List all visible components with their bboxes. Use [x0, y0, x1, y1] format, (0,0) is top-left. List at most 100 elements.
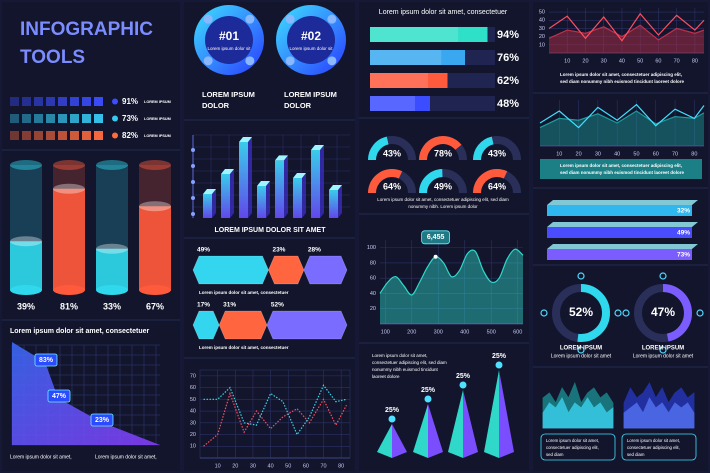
- panel: [184, 2, 355, 471]
- note-text: sed diam: [627, 452, 645, 457]
- legend-square: [70, 114, 79, 123]
- legend-square: [70, 97, 79, 106]
- callout-label: 47%: [52, 393, 67, 400]
- x-tick-label: 600: [513, 329, 522, 335]
- legend-dot: [112, 132, 118, 139]
- callout: [47, 389, 71, 403]
- donut-arc: [577, 284, 610, 342]
- pyramid-left: [413, 404, 428, 458]
- y-tick-label: 60: [370, 276, 376, 282]
- line: [539, 103, 705, 129]
- hex-label: 31%: [223, 302, 236, 309]
- bar-side: [266, 181, 270, 218]
- badge-text: Lorem ipsum dolor sit: [207, 46, 251, 51]
- bar: [257, 186, 266, 218]
- tube-top: [96, 160, 128, 170]
- tube-fill: [53, 188, 85, 290]
- note-text: sed diam nonummy nibh euismod tincidunt …: [560, 79, 685, 84]
- donut-dot: [540, 309, 548, 317]
- text-box: [540, 433, 616, 461]
- legend-square: [58, 131, 67, 140]
- tube-top: [10, 160, 42, 170]
- bar-top: [329, 185, 342, 190]
- note-text: sed diam nonummy nibh euismod tincidunt …: [560, 170, 685, 175]
- y-tick-label: 30: [190, 420, 196, 426]
- legend-square: [70, 131, 79, 140]
- callout: [34, 353, 58, 367]
- tube-bottom: [139, 285, 171, 295]
- slab-label: 32%: [677, 208, 690, 215]
- note-text: Lorem ipsum dolor sit amet,: [372, 353, 428, 358]
- legend-square: [82, 114, 91, 123]
- x-tick-label: 70: [674, 58, 680, 64]
- x-tick-label: 50: [633, 151, 639, 157]
- gauge-arc: [473, 136, 494, 161]
- legend-text: LOREM IPSUM: [144, 100, 171, 104]
- gauge-label: 49%: [434, 181, 452, 191]
- bar-shine: [370, 50, 442, 65]
- gauge-label: 43%: [488, 148, 506, 158]
- text-box: [621, 433, 697, 461]
- title: TOOLS: [20, 47, 85, 68]
- pyramid-right: [392, 424, 407, 458]
- slab-top: [547, 200, 698, 205]
- x-tick-label: 20: [582, 58, 588, 64]
- note-text: Lorem ipsum dolor sit amet, consectetuer…: [377, 197, 509, 202]
- cylinder-label: 33%: [103, 301, 121, 311]
- hex-segment: [266, 310, 348, 340]
- y-tick-label: 70: [190, 373, 196, 379]
- pyramid-left: [377, 424, 392, 458]
- y-tick-label: 100: [367, 245, 376, 251]
- gauge-arc: [473, 169, 508, 194]
- hex-segment: [192, 255, 269, 285]
- slab-label: 73%: [677, 252, 690, 259]
- axis-dot: [191, 164, 195, 168]
- y-tick-label: 10: [539, 42, 545, 48]
- badge-core: [205, 16, 253, 64]
- text-box: [540, 159, 702, 179]
- badge-dot: [285, 14, 295, 24]
- hex-label: 17%: [197, 302, 210, 309]
- tube-fill-top: [139, 201, 171, 212]
- y-tick-label: 20: [190, 432, 196, 438]
- y-tick-label: 10: [190, 444, 196, 450]
- gauge-label: 64%: [383, 181, 401, 191]
- x-tick-label: 60: [653, 151, 659, 157]
- area: [542, 397, 614, 429]
- donut-text: Lorem ipsum dolor sit amet: [633, 353, 694, 359]
- pyramid-right: [499, 370, 514, 458]
- pin: [424, 395, 432, 403]
- area: [12, 342, 160, 445]
- hex-segment: [218, 310, 268, 340]
- bar-top: [293, 173, 306, 178]
- legend-square: [10, 97, 19, 106]
- donut-dot: [614, 309, 622, 317]
- badge-dot: [203, 14, 213, 24]
- line: [203, 384, 347, 436]
- x-tick-label: 60: [303, 463, 309, 469]
- donut-dot: [659, 346, 667, 354]
- gauge-arc: [419, 136, 462, 161]
- axis-dot: [191, 196, 195, 200]
- pyramid-label: 25%: [385, 407, 400, 414]
- donut-title: LOREM IPSUM: [642, 346, 684, 352]
- bar: [203, 194, 212, 218]
- donut-dot: [696, 309, 704, 317]
- bar: [370, 50, 465, 65]
- badge-core: [287, 16, 335, 64]
- x-tick-label: 70: [320, 463, 326, 469]
- cylinder-label: 67%: [146, 301, 164, 311]
- pyramid-right: [428, 404, 443, 458]
- pyramid-label: 25%: [456, 373, 471, 380]
- bar: [275, 160, 284, 218]
- x-tick-label: 400: [460, 329, 469, 335]
- hex-label: 28%: [308, 247, 321, 254]
- slab: [547, 205, 692, 216]
- legend-square: [58, 97, 67, 106]
- area: [549, 25, 704, 53]
- x-tick-label: 80: [338, 463, 344, 469]
- legend-square: [94, 131, 103, 140]
- bar: [221, 174, 230, 218]
- bar-shine: [370, 96, 415, 111]
- note-text: consectetuer adipiscing elit,: [627, 445, 680, 450]
